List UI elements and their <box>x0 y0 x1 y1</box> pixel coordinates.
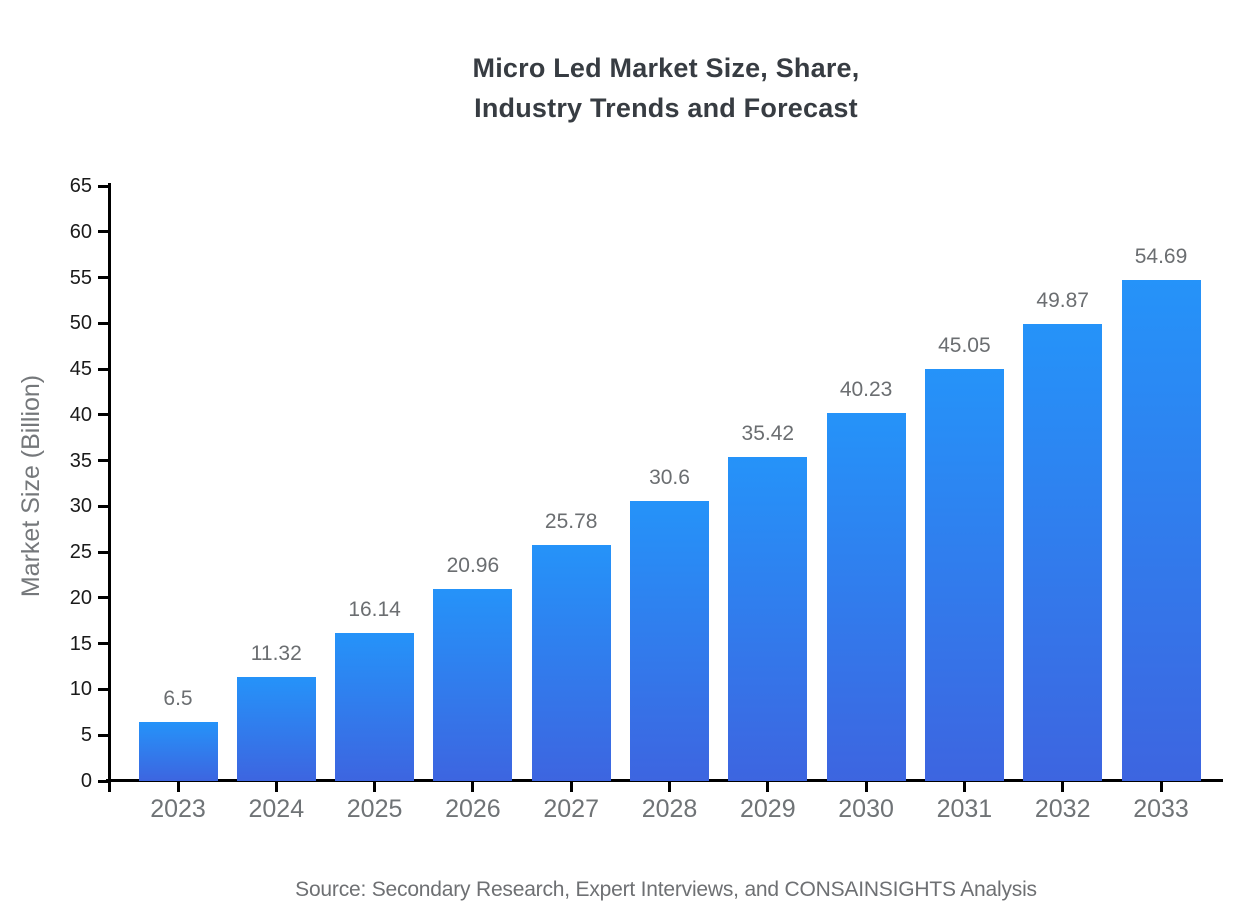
y-tick <box>98 321 108 325</box>
bar <box>433 589 513 781</box>
y-tick <box>98 184 108 188</box>
x-tick-label: 2030 <box>838 795 894 823</box>
x-tick-label: 2032 <box>1034 795 1091 823</box>
x-tick-label: 2023 <box>150 795 206 823</box>
x-tick <box>373 782 377 792</box>
y-tick-label: 60 <box>69 220 92 243</box>
bar-value-label: 35.42 <box>741 421 795 445</box>
bar-value-label: 25.78 <box>544 510 598 533</box>
bar <box>335 633 415 781</box>
y-tick <box>98 504 108 508</box>
source-note: Source: Secondary Research, Expert Inter… <box>295 878 1037 901</box>
x-tick <box>864 782 868 792</box>
y-tick <box>98 459 108 463</box>
bar-value-label: 54.69 <box>1134 245 1188 269</box>
y-axis-line <box>108 183 111 792</box>
y-tick-label: 20 <box>69 586 92 609</box>
y-tick <box>98 733 108 737</box>
x-tick-label: 2025 <box>346 795 403 823</box>
bar <box>728 456 808 781</box>
bar <box>630 500 709 781</box>
y-tick-label: 0 <box>80 770 92 792</box>
x-tick <box>569 782 573 792</box>
y-tick <box>98 642 108 646</box>
x-tick <box>668 782 671 792</box>
x-tick <box>1061 782 1065 792</box>
x-tick-label: 2026 <box>445 795 501 823</box>
bar-value-label: 20.96 <box>446 554 500 578</box>
bar-value-label: 16.14 <box>348 598 401 622</box>
bar-value-label: 30.6 <box>649 465 690 489</box>
x-tick <box>962 782 966 792</box>
y-tick <box>98 596 108 600</box>
x-tick <box>176 782 180 792</box>
x-tick-label: 2029 <box>739 795 796 823</box>
x-tick <box>471 782 475 792</box>
x-tick <box>274 782 278 792</box>
y-tick-label: 65 <box>69 175 92 197</box>
bar-value-label: 49.87 <box>1036 289 1089 313</box>
x-tick-label: 2024 <box>248 795 305 823</box>
bar <box>1023 324 1103 781</box>
y-tick <box>98 687 108 691</box>
bar <box>924 368 1004 781</box>
bar <box>1121 280 1201 781</box>
y-tick <box>98 779 108 783</box>
chart-title: Micro Led Market Size, Share, Industry T… <box>472 53 860 123</box>
x-tick <box>766 782 770 792</box>
y-tick-label: 15 <box>69 632 92 655</box>
bar <box>531 545 611 781</box>
bar-value-label: 45.05 <box>938 333 991 357</box>
y-tick-label: 50 <box>69 312 92 335</box>
x-tick-label: 2033 <box>1133 795 1189 823</box>
y-tick-label: 45 <box>69 358 92 381</box>
bar-value-label: 6.5 <box>163 686 193 710</box>
x-tick-label: 2027 <box>543 795 599 823</box>
bar-value-label: 11.32 <box>250 642 302 666</box>
y-tick-label: 10 <box>69 678 92 701</box>
bar-value-label: 40.23 <box>839 377 893 401</box>
x-tick-label: 2031 <box>936 795 993 823</box>
x-tick <box>1159 782 1163 792</box>
y-tick-label: 55 <box>69 266 92 289</box>
y-tick-label: 25 <box>69 541 92 564</box>
y-tick <box>98 413 108 417</box>
y-tick-label: 30 <box>69 495 92 518</box>
y-tick-label: 40 <box>69 403 92 426</box>
y-tick <box>98 230 108 234</box>
bar <box>138 721 218 781</box>
x-tick-label: 2028 <box>641 795 698 823</box>
y-tick <box>98 367 108 371</box>
y-tick <box>98 276 108 280</box>
y-tick-label: 35 <box>69 449 92 472</box>
y-tick-label: 5 <box>80 724 92 747</box>
y-tick <box>98 550 108 554</box>
bar <box>236 677 316 781</box>
bar <box>826 412 906 781</box>
